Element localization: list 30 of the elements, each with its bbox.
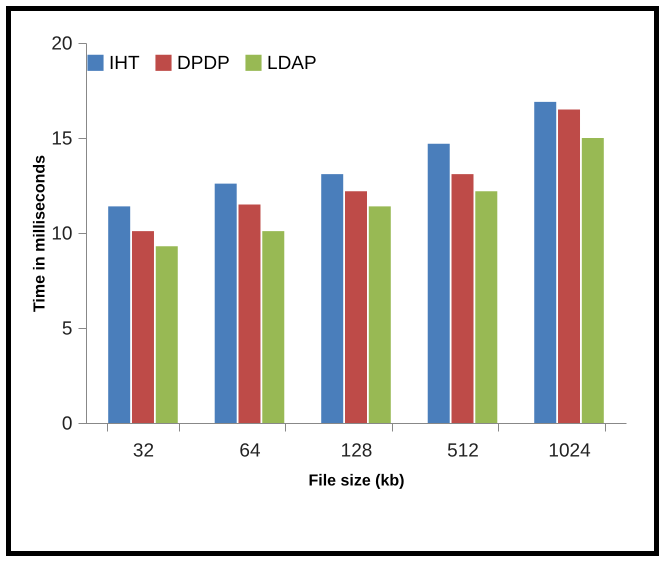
bar [214,184,237,423]
legend-label: IHT [109,52,140,74]
y-axis-title: Time in milliseconds [31,154,48,312]
y-tick-label: 0 [62,414,72,434]
x-tick-label: 128 [340,440,372,462]
x-tick-label: 1024 [548,440,592,462]
bar [368,206,391,423]
bar [558,110,580,423]
legend-label: LDAP [267,52,317,74]
bar [345,191,367,423]
bar [534,102,556,423]
y-tick-label: 10 [51,224,72,244]
bar [321,174,344,423]
bar [475,191,498,423]
y-tick-label: 15 [51,128,72,150]
bar [238,204,260,423]
x-tick-label: 32 [132,440,154,462]
legend-label: DPDP [177,52,230,74]
x-axis-title: File size (kb) [308,472,405,490]
x-tick-label: 512 [447,440,479,462]
y-tick-label: 20 [51,34,72,54]
bar [108,206,130,423]
bar [156,246,178,423]
y-tick-label: 5 [62,318,72,340]
bar [452,174,474,423]
bar [262,231,284,423]
bar [428,144,450,423]
bar [132,231,154,423]
bar [582,138,604,423]
x-tick-label: 64 [239,440,261,462]
